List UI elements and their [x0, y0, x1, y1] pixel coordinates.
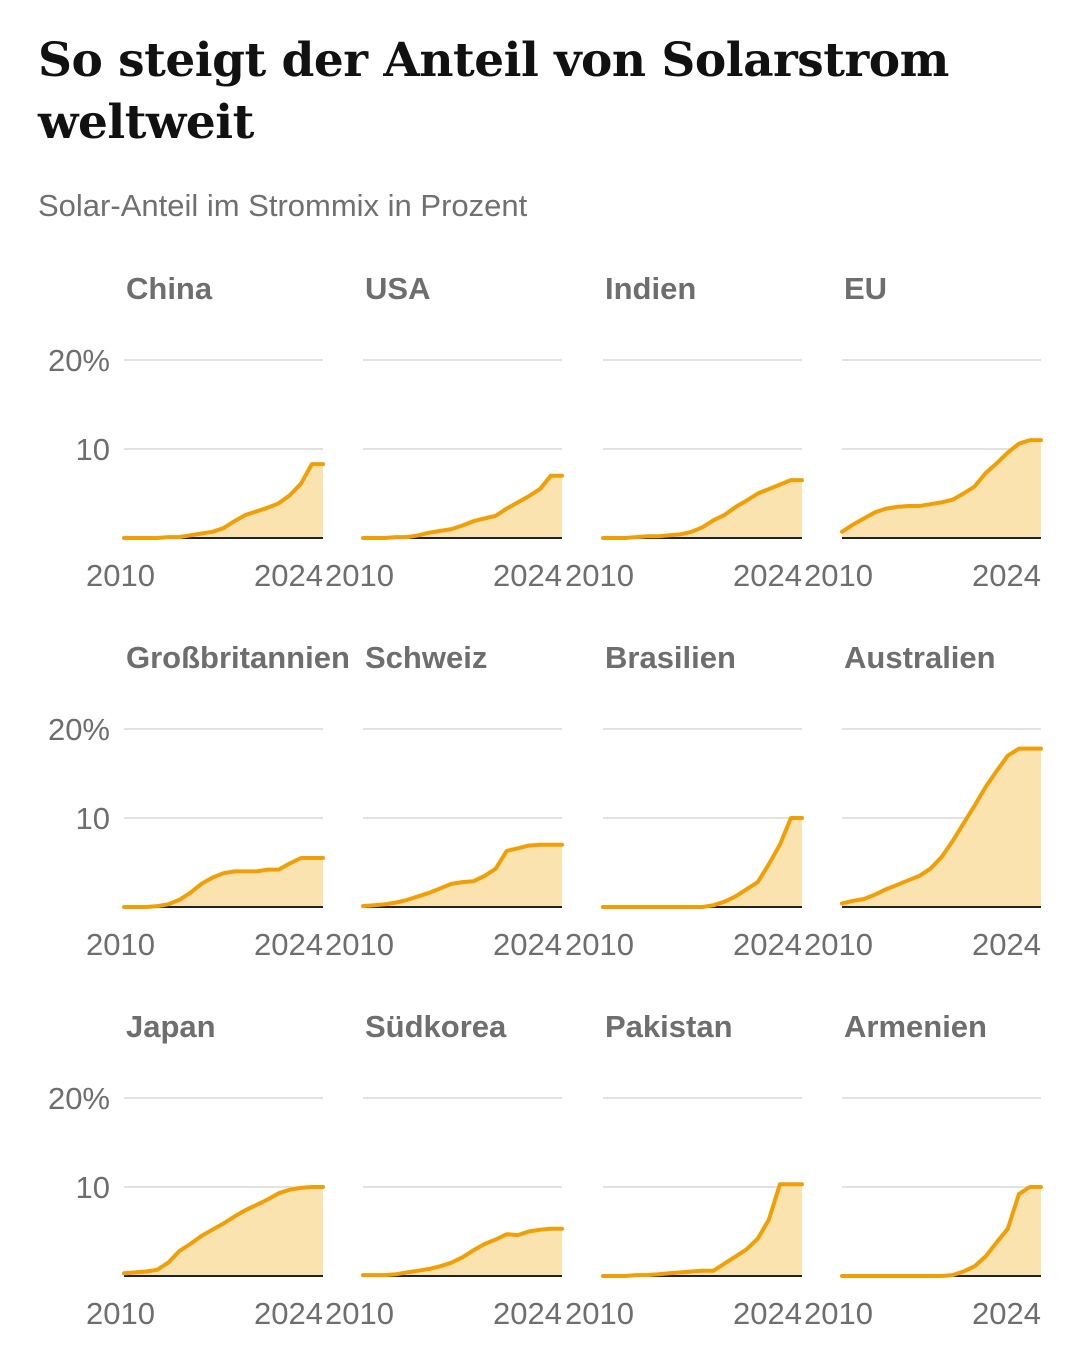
x-tick-label: 2024: [493, 558, 562, 593]
series-line: [840, 1185, 1043, 1278]
x-tick-label: 2024: [733, 558, 802, 593]
series-area: [124, 858, 323, 907]
x-tick-label: 2010: [325, 558, 394, 593]
series-line: [361, 1226, 564, 1278]
panel-title: EU: [844, 271, 887, 306]
panel-title: Australien: [844, 640, 996, 675]
series-area: [842, 1187, 1041, 1276]
y-tick-label: 10: [76, 1170, 110, 1205]
x-tick-label: 2024: [972, 927, 1041, 962]
series-line: [122, 462, 325, 540]
series-line: [840, 438, 1043, 534]
chart-subtitle: Solar-Anteil im Strommix in Prozent: [38, 188, 528, 223]
x-tick-label: 2024: [733, 1296, 802, 1331]
x-tick-label: 2010: [325, 927, 394, 962]
x-tick-label: 2010: [804, 1296, 873, 1331]
x-tick-label: 2024: [254, 1296, 323, 1331]
x-tick-label: 2010: [804, 558, 873, 593]
x-tick-label: 2010: [565, 558, 634, 593]
series-line: [122, 856, 325, 909]
panel-title: Pakistan: [605, 1009, 733, 1044]
panel-title: China: [126, 271, 213, 306]
series-area: [603, 480, 802, 538]
x-tick-label: 2024: [972, 558, 1041, 593]
x-tick-label: 2010: [804, 927, 873, 962]
panel-title: Südkorea: [365, 1009, 507, 1044]
panel-title: Armenien: [844, 1009, 987, 1044]
y-tick-label: 10: [76, 801, 110, 836]
panel-title: Brasilien: [605, 640, 736, 675]
panel-title: Großbritannien: [126, 640, 350, 675]
series-area: [363, 844, 562, 907]
x-tick-label: 2010: [86, 558, 155, 593]
panel-title: USA: [365, 271, 430, 306]
x-tick-label: 2024: [972, 1296, 1041, 1331]
panel-title: Japan: [126, 1009, 216, 1044]
y-tick-label: 20%: [48, 712, 110, 747]
x-tick-label: 2010: [565, 1296, 634, 1331]
series-line: [361, 473, 564, 540]
series-area: [363, 475, 562, 538]
series-area: [124, 1187, 323, 1276]
series-area: [363, 1228, 562, 1276]
x-tick-label: 2010: [86, 927, 155, 962]
x-tick-label: 2010: [325, 1296, 394, 1331]
panel-title: Indien: [605, 271, 696, 306]
x-tick-label: 2024: [733, 927, 802, 962]
series-area: [842, 440, 1041, 538]
y-tick-label: 20%: [48, 1081, 110, 1116]
y-tick-label: 10: [76, 432, 110, 467]
x-tick-label: 2024: [493, 927, 562, 962]
series-line: [840, 746, 1043, 906]
series-line: [122, 1185, 325, 1276]
x-tick-label: 2010: [86, 1296, 155, 1331]
series-line: [601, 478, 804, 540]
y-tick-label: 20%: [48, 343, 110, 378]
series-area: [603, 1184, 802, 1276]
series-area: [842, 748, 1041, 907]
x-tick-label: 2010: [565, 927, 634, 962]
series-line: [361, 842, 564, 909]
series-area: [603, 818, 802, 907]
series-line: [601, 1182, 804, 1278]
series-line: [601, 816, 804, 909]
chart-title: So steigt der Anteil von Solarstrom welt…: [38, 33, 949, 150]
panel-title: Schweiz: [365, 640, 487, 675]
series-area: [124, 464, 323, 538]
x-tick-label: 2024: [254, 927, 323, 962]
x-tick-label: 2024: [493, 1296, 562, 1331]
x-tick-label: 2024: [254, 558, 323, 593]
